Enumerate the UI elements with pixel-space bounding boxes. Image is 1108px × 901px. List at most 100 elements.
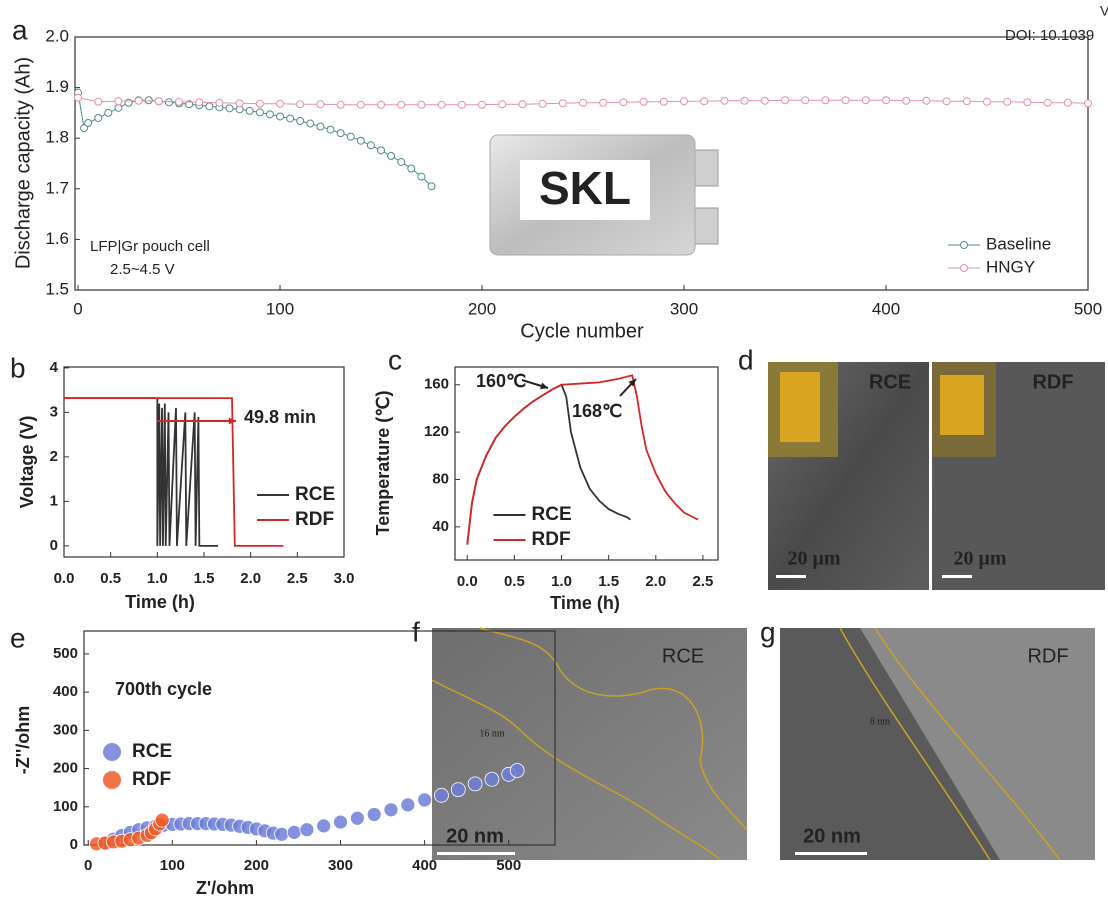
data-point (297, 101, 304, 108)
data-point (226, 105, 233, 112)
data-point (559, 100, 566, 107)
annotation: 160℃ (476, 371, 526, 391)
legend-marker (961, 242, 968, 249)
figure: V DOI: 10.1039 SKL d RCE 20 μm RDF 20 μm… (0, 0, 1108, 901)
data-point (317, 123, 324, 130)
data-point (357, 137, 364, 144)
x-tick-label: 0.5 (100, 570, 121, 587)
panel-label: e (10, 622, 26, 653)
data-point (367, 807, 381, 821)
data-point (923, 97, 930, 104)
data-point (428, 183, 435, 190)
data-point (176, 98, 183, 105)
y-tick-label: 4 (50, 359, 59, 376)
data-point (256, 109, 263, 116)
y-tick-label: 1.8 (45, 128, 69, 147)
legend-marker (103, 743, 121, 761)
data-point (883, 97, 890, 104)
data-point (275, 827, 289, 841)
data-point (307, 120, 314, 127)
legend-label: RDF (295, 509, 334, 530)
data-point (479, 101, 486, 108)
data-point (519, 101, 526, 108)
data-point (236, 100, 243, 107)
data-point (499, 101, 506, 108)
doi: DOI: 10.1039 (1005, 27, 1094, 44)
x-axis-label: Time (h) (125, 592, 195, 612)
data-point (317, 101, 324, 108)
x-tick-label: 2.5 (692, 573, 713, 590)
annotation: LFP|Gr pouch cell (90, 238, 210, 255)
data-point (95, 114, 102, 121)
x-tick-label: 0.0 (457, 573, 478, 590)
scale-bar-label: 20 nm (803, 825, 861, 847)
y-tick-label: 1.5 (45, 279, 69, 298)
data-point (327, 126, 334, 133)
legend-label: RDF (532, 529, 571, 550)
legend-label: Baseline (986, 234, 1051, 253)
data-point (660, 98, 667, 105)
y-tick-label: 1 (50, 492, 58, 509)
data-point (984, 98, 991, 105)
data-point (256, 100, 263, 107)
data-point (277, 100, 284, 107)
annotation: 49.8 min (244, 407, 316, 427)
legend-label: RCE (295, 484, 335, 505)
data-point (1024, 99, 1031, 106)
data-point (963, 98, 970, 105)
data-point (398, 101, 405, 108)
data-point (782, 97, 789, 104)
y-tick-label: 160 (424, 376, 449, 393)
data-point (822, 97, 829, 104)
y-tick-label: 40 (432, 518, 449, 535)
data-point (145, 97, 152, 104)
x-tick-label: 300 (670, 299, 698, 318)
data-point (367, 142, 374, 149)
data-point (95, 98, 102, 105)
data-point (580, 99, 587, 106)
panel-label: g (760, 616, 776, 647)
sem-images: d RCE 20 μm RDF 20 μm (738, 344, 1105, 590)
legend-marker (961, 265, 968, 272)
y-tick-label: 1.7 (45, 178, 69, 197)
y-tick-label: 120 (424, 423, 449, 440)
inset-logo: SKL (539, 162, 631, 214)
data-point (398, 158, 405, 165)
y-tick-label: 0 (50, 537, 58, 554)
y-tick-label: 2.0 (45, 26, 69, 45)
image-label: RDF (1032, 371, 1073, 393)
data-point (741, 97, 748, 104)
data-point (135, 97, 142, 104)
data-point (378, 101, 385, 108)
y-tick-label: 1.6 (45, 229, 69, 248)
corner-text: V (1100, 3, 1108, 19)
data-point (640, 98, 647, 105)
data-point (297, 117, 304, 124)
y-tick-label: 3 (50, 403, 58, 420)
annotation: 2.5~4.5 V (110, 261, 175, 278)
y-axis-label: Voltage (V) (17, 416, 37, 509)
data-point (434, 788, 448, 802)
data-point (266, 111, 273, 118)
y-tick-label: 100 (53, 798, 78, 815)
data-point (451, 783, 465, 797)
data-point (418, 173, 425, 180)
data-point (802, 97, 809, 104)
data-point (378, 147, 385, 154)
data-point (357, 101, 364, 108)
x-tick-label: 2.5 (287, 570, 308, 587)
data-point (862, 97, 869, 104)
data-point (903, 97, 910, 104)
legend-label: RCE (132, 741, 172, 762)
y-tick-label: 400 (53, 683, 78, 700)
scale-bar-label: 20 μm (954, 548, 1007, 570)
scale-bar-label: 20 nm (446, 825, 504, 847)
data-point (287, 115, 294, 122)
data-point (196, 99, 203, 106)
data-point (1085, 100, 1092, 107)
data-point (539, 100, 546, 107)
data-point (155, 98, 162, 105)
data-point (337, 101, 344, 108)
data-point (620, 99, 627, 106)
y-tick-label: 1.9 (45, 77, 69, 96)
